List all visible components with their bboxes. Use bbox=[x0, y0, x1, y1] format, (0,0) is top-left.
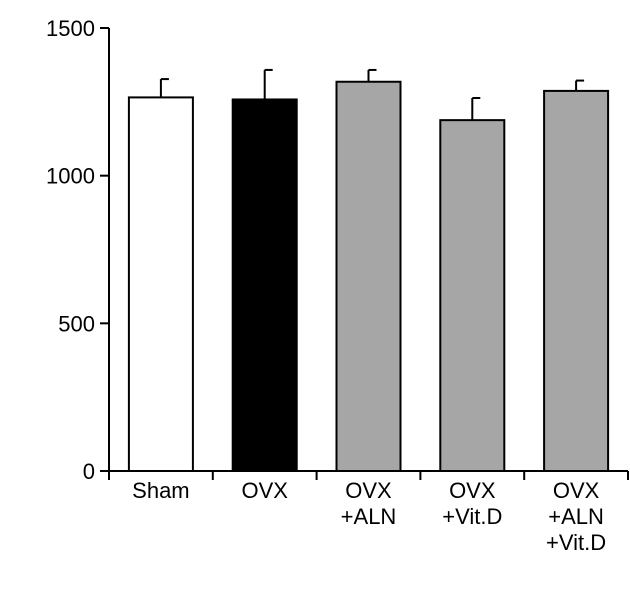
bar bbox=[127, 96, 194, 473]
bar bbox=[439, 119, 506, 472]
x-tick-label: OVX bbox=[449, 478, 496, 503]
x-tick-label: +ALN bbox=[548, 504, 604, 529]
y-tick-label: 1500 bbox=[46, 16, 95, 41]
bars bbox=[127, 80, 610, 473]
x-tick-label: OVX bbox=[345, 478, 392, 503]
error-bars bbox=[159, 68, 585, 121]
bar bbox=[335, 80, 402, 472]
x-tick-label: +Vit.D bbox=[442, 504, 502, 529]
y-tick-label: 500 bbox=[58, 311, 95, 336]
x-tick-label: Sham bbox=[132, 478, 189, 503]
x-tick-label: +ALN bbox=[341, 504, 397, 529]
x-tick-label: OVX bbox=[553, 478, 600, 503]
x-tick-label: OVX bbox=[241, 478, 288, 503]
y-tick-label: 1000 bbox=[46, 164, 95, 189]
y-axis: 0 500 1000 1500 bbox=[46, 16, 110, 484]
bar bbox=[543, 89, 610, 472]
y-tick-label: 0 bbox=[83, 459, 95, 484]
x-tick-label: +Vit.D bbox=[546, 530, 606, 555]
bar bbox=[231, 98, 298, 472]
